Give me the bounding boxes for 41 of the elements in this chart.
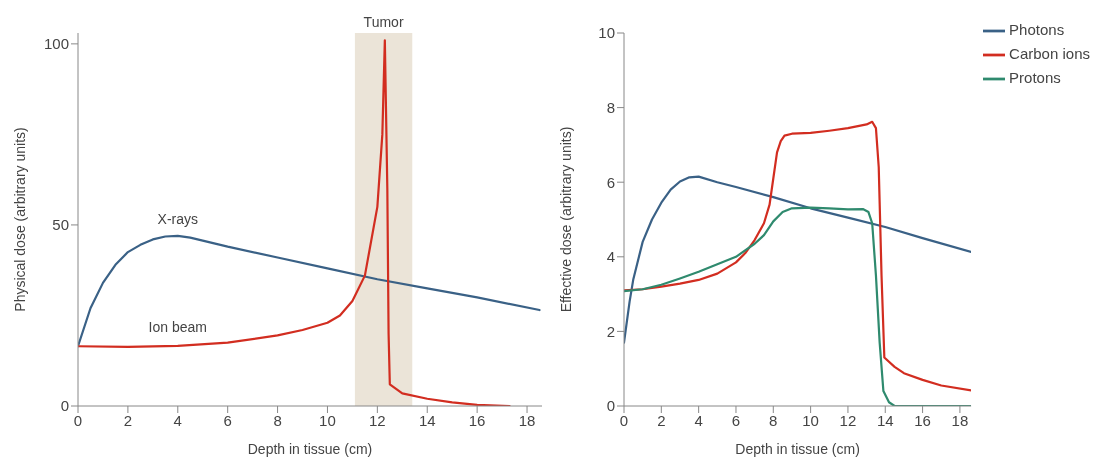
y-tick-label: 50 [52, 216, 69, 234]
x-axis-title: Depth in tissue (cm) [735, 441, 860, 457]
x-tick-label: 4 [173, 411, 182, 429]
y-tick-label: 8 [606, 98, 615, 116]
x-tick-label: 10 [319, 411, 336, 429]
series-label: X-rays [157, 210, 199, 227]
x-tick-label: 18 [518, 411, 536, 429]
y-tick-label: 10 [598, 24, 615, 42]
legend-label: Protons [1009, 69, 1061, 87]
y-tick-label: 6 [606, 173, 615, 191]
x-tick-label: 16 [914, 411, 931, 429]
x-tick-label: 14 [418, 411, 436, 429]
x-tick-label: 4 [694, 411, 703, 429]
x-tick-label: 0 [619, 411, 629, 429]
y-tick-label: 0 [60, 397, 69, 415]
x-tick-label: 14 [876, 411, 894, 429]
y-tick-label: 4 [606, 248, 615, 266]
band-label: Tumor [363, 14, 404, 30]
x-tick-label: 8 [273, 411, 282, 429]
x-tick-label: 12 [839, 411, 857, 429]
x-tick-label: 2 [123, 411, 133, 429]
y-axis-title: Effective dose (arbitrary units) [557, 126, 574, 313]
series-label: Ion beam [148, 318, 207, 335]
x-tick-label: 18 [951, 411, 969, 429]
line-series [78, 234, 541, 348]
x-tick-label: 8 [769, 411, 778, 429]
line-series [624, 120, 972, 392]
x-tick-label: 10 [802, 411, 819, 429]
y-tick-label: 0 [606, 397, 615, 415]
x-tick-label: 12 [369, 411, 386, 429]
x-tick-label: 0 [73, 411, 83, 429]
y-tick-label: 100 [43, 35, 69, 53]
legend-label: Carbon ions [1009, 45, 1090, 63]
x-tick-label: 6 [223, 411, 232, 429]
legend-label: Photons [1009, 21, 1065, 38]
x-tick-label: 16 [468, 411, 486, 429]
x-axis-title: Depth in tissue (cm) [247, 441, 373, 457]
x-tick-label: 6 [731, 411, 741, 429]
y-axis-title: Physical dose (arbitrary units) [11, 127, 28, 312]
y-tick-label: 2 [606, 322, 615, 340]
x-tick-label: 2 [657, 411, 666, 429]
